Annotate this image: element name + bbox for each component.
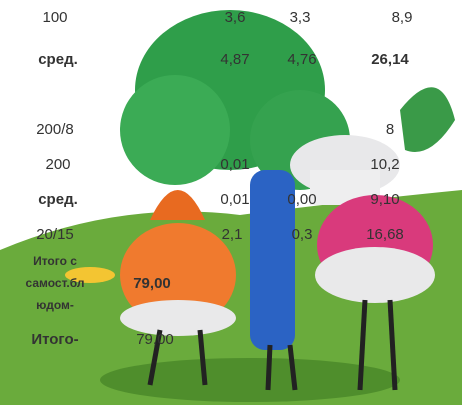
cell: 4,76	[287, 51, 316, 68]
total-label: Итого с	[33, 254, 77, 268]
cell: 26,14	[371, 51, 409, 68]
cell: 8	[386, 121, 394, 138]
cell: 16,68	[366, 226, 404, 243]
total-value: 79,00	[136, 331, 174, 348]
cell: 200	[45, 156, 70, 173]
cell: 10,2	[370, 156, 399, 173]
cell: 20/15	[36, 226, 74, 243]
cell: 0,01	[220, 191, 249, 208]
cell: 3,6	[225, 9, 246, 26]
total-label: самост.бл	[26, 276, 85, 290]
cell: сред.	[38, 51, 78, 68]
cell: 3,3	[290, 9, 311, 26]
cell: 200/8	[36, 121, 74, 138]
cell: 0,00	[287, 191, 316, 208]
cell: 0,01	[220, 156, 249, 173]
cell: 4,87	[220, 51, 249, 68]
total-value: 79,00	[133, 275, 171, 292]
total-label: Итого-	[31, 331, 78, 348]
cell: 9,10	[370, 191, 399, 208]
cell: 0,3	[292, 226, 313, 243]
total-label: юдом-	[36, 298, 74, 312]
cell: 8,9	[392, 9, 413, 26]
cell: 100	[42, 9, 67, 26]
cell: 2,1	[222, 226, 243, 243]
cell: сред.	[38, 191, 78, 208]
page: 100 3,6 3,3 8,9 сред. 4,87 4,76 26,14 20…	[0, 0, 462, 405]
